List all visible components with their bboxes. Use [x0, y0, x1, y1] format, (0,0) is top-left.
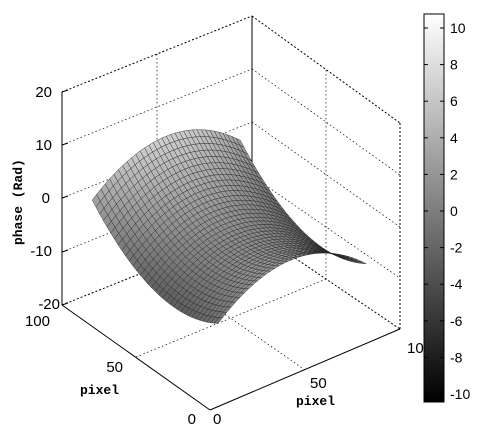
surface-patch [213, 317, 223, 324]
colorbar: 10 8 6 4 2 0 -2 -4 -6 -8 -10 [423, 13, 470, 403]
colorbar-tick-label: -8 [450, 349, 463, 365]
colorbar-tick-label: 0 [450, 203, 458, 219]
colorbar-gradient [423, 13, 445, 403]
y-tick-label: 0 [188, 411, 196, 425]
top-right-edge [251, 15, 401, 124]
z-tick-label: -20 [38, 296, 60, 313]
z-tick-marks [61, 89, 69, 306]
x-axis-line [209, 328, 401, 411]
z-tick-label: -10 [30, 243, 52, 260]
z-tick-label: 10 [35, 137, 52, 154]
x-tick-label: 0 [213, 411, 221, 425]
x-axis-label: pixel [296, 394, 335, 409]
colorbar-tick-label: 4 [450, 130, 458, 146]
z-axis-label: phase (Rad) [11, 159, 26, 245]
z-tick-label: 0 [42, 190, 50, 207]
y-tick-label: 50 [106, 359, 123, 376]
z-tick-label: 20 [35, 84, 52, 101]
colorbar-tick-label: -2 [450, 240, 463, 256]
colorbar-tick-label: 10 [450, 20, 466, 36]
colorbar-tick-label: 6 [450, 93, 458, 109]
colorbar-tick-label: -4 [450, 276, 463, 292]
colorbar-tick-label: -6 [450, 313, 463, 329]
colorbar-tick-label: 8 [450, 57, 458, 73]
y-tick-label: 100 [25, 313, 50, 330]
saddle-surface [91, 129, 367, 324]
y-axis-line [61, 304, 211, 411]
colorbar-tick-label: 2 [450, 166, 458, 182]
x-tick-label: 50 [310, 375, 327, 392]
colorbar-tick-label: -10 [450, 386, 470, 402]
y-axis-label: pixel [80, 383, 119, 398]
